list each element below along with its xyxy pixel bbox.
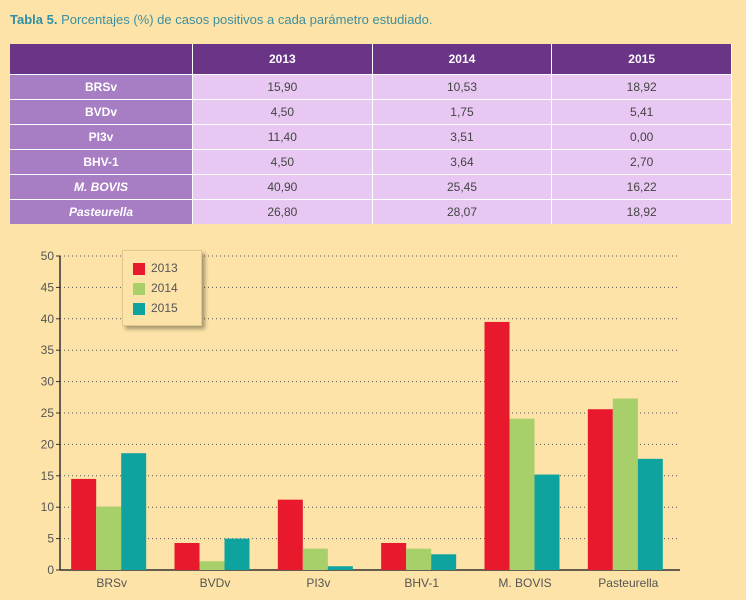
column-header-2014: 2014 (372, 44, 553, 75)
legend-swatch (133, 262, 145, 275)
x-tick-label: BVDv (200, 576, 231, 590)
caption-text: Porcentajes (%) de casos positivos a cad… (61, 12, 433, 27)
row-label: PI3v (10, 124, 193, 150)
table-row: PI3v 11,40 3,51 0,00 (10, 124, 732, 150)
bar (612, 398, 638, 570)
table-cell: 4,50 (192, 149, 373, 175)
y-tick-label: 15 (41, 469, 55, 483)
table-row: BVDv 4,50 1,75 5,41 (10, 99, 732, 125)
y-tick-label: 30 (41, 375, 55, 389)
table-cell: 1,75 (372, 99, 553, 125)
table-cell: 26,80 (192, 199, 373, 224)
table-cell: 10,53 (372, 74, 553, 100)
row-label: BVDv (10, 99, 193, 125)
x-tick-label: PI3v (306, 576, 330, 590)
table-cell: 4,50 (192, 99, 373, 125)
table-row: M. BOVIS 40,90 25,45 16,22 (10, 174, 732, 200)
x-tick-label: M. BOVIS (498, 576, 551, 590)
x-tick-label: BRSv (96, 576, 127, 590)
row-label: Pasteurella (10, 199, 193, 224)
legend-label: 2014 (151, 281, 178, 295)
y-tick-label: 45 (41, 280, 55, 294)
bar-chart: 0 5 10 15 20 25 30 35 40 45 50 BRSv BVDv PI3v BHV-1 M. … (41, 249, 680, 590)
y-tick-label: 20 (41, 437, 55, 451)
legend-label: 2013 (151, 261, 178, 275)
legend-item-2014: 2014 (133, 281, 178, 295)
row-label: BRSv (10, 74, 193, 100)
legend-item-2013: 2013 (133, 261, 178, 275)
table-cell: 3,51 (372, 124, 553, 150)
legend-item-2015: 2015 (133, 301, 178, 315)
table-cell: 18,92 (551, 74, 732, 100)
row-label: M. BOVIS (10, 174, 193, 200)
y-tick-label: 0 (47, 563, 54, 577)
y-tick-label: 5 (47, 532, 54, 546)
table-header-row: 2013 2014 2015 (10, 44, 732, 75)
column-header-2015: 2015 (551, 44, 732, 75)
bar (121, 453, 147, 570)
table-row: BHV-1 4,50 3,64 2,70 (10, 149, 732, 175)
table-cell: 28,07 (372, 199, 553, 224)
y-tick-label: 35 (41, 343, 55, 357)
y-tick-label: 10 (41, 500, 55, 514)
caption-label: Tabla 5. (10, 12, 58, 27)
bar (509, 418, 535, 570)
x-tick-label: BHV-1 (404, 576, 439, 590)
bar (534, 474, 560, 570)
bar (224, 538, 250, 570)
bar (302, 548, 328, 570)
table-cell: 15,90 (192, 74, 373, 100)
table-cell: 3,64 (372, 149, 553, 175)
legend-swatch (133, 302, 145, 315)
table-cell: 2,70 (551, 149, 732, 175)
y-tick-label: 40 (41, 312, 55, 326)
table-row: Pasteurella 26,80 28,07 18,92 (10, 199, 732, 224)
bar (327, 566, 353, 570)
bar (587, 409, 613, 570)
bar (637, 458, 663, 570)
bar (381, 542, 407, 570)
bar (431, 554, 457, 570)
table-cell: 25,45 (372, 174, 553, 200)
bar (96, 506, 122, 570)
bar (406, 548, 432, 570)
table-cell: 40,90 (192, 174, 373, 200)
y-tick-label: 50 (41, 249, 55, 263)
bar (174, 542, 200, 570)
table-corner (10, 44, 193, 75)
table-row: BRSv 15,90 10,53 18,92 (10, 74, 732, 100)
table-cell: 11,40 (192, 124, 373, 150)
chart-legend: 2013 2014 2015 (122, 250, 202, 326)
bar (71, 478, 97, 570)
table-caption: Tabla 5. Porcentajes (%) de casos positi… (10, 12, 433, 27)
results-table: 2013 2014 2015 BRSv 15,90 10,53 18,92 BV… (10, 44, 732, 224)
table-cell: 0,00 (551, 124, 732, 150)
row-label: BHV-1 (10, 149, 193, 175)
table-cell: 5,41 (551, 99, 732, 125)
column-header-2013: 2013 (192, 44, 373, 75)
bar (484, 321, 510, 570)
y-tick-label: 25 (41, 406, 55, 420)
legend-swatch (133, 282, 145, 295)
bar (277, 499, 303, 570)
x-tick-label: Pasteurella (598, 576, 658, 590)
bar (199, 561, 225, 570)
table-cell: 18,92 (551, 199, 732, 224)
legend-label: 2015 (151, 301, 178, 315)
table-cell: 16,22 (551, 174, 732, 200)
